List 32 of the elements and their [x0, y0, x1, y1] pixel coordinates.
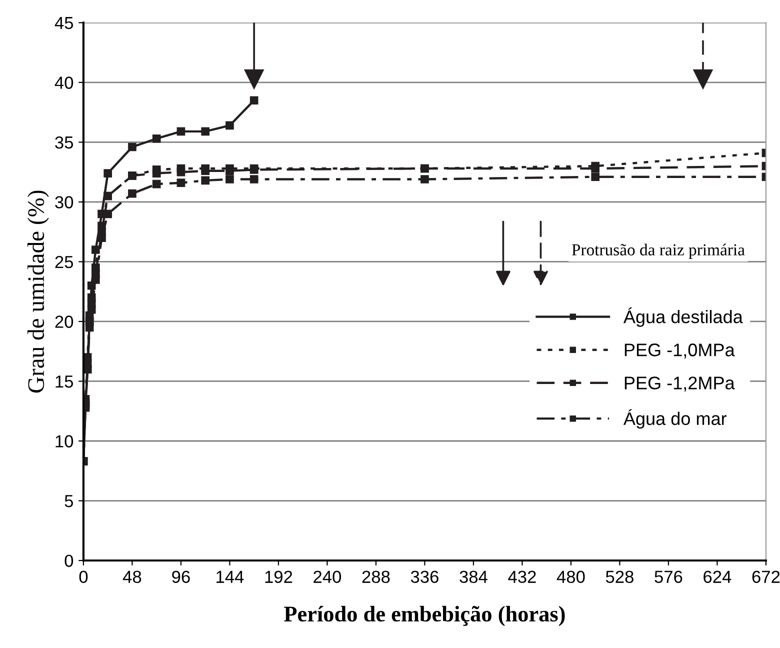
- annotation: Protrusão da raiz primária: [572, 244, 745, 259]
- legend-label: Água destilada: [623, 307, 743, 327]
- x-tick-label: 288: [362, 570, 390, 583]
- y-tick-label: 40: [54, 76, 74, 89]
- x-tick-label: 480: [556, 570, 585, 583]
- y-tick-label: 25: [55, 256, 74, 268]
- legend-label: Água do mar: [623, 409, 727, 429]
- x-tick-label: 48: [122, 570, 142, 583]
- y-tick-label: 45: [54, 17, 74, 30]
- y-tick-label: 30: [55, 196, 74, 208]
- x-axis-title: Período de embebição (horas): [284, 606, 565, 626]
- y-tick-label: 35: [55, 136, 74, 149]
- y-tick-label: 0: [64, 554, 74, 567]
- x-tick-label: 672: [752, 570, 780, 583]
- x-tick-label: 96: [172, 570, 190, 583]
- y-tick-label: 20: [55, 316, 74, 328]
- x-tick-label: 240: [314, 570, 342, 583]
- x-tick-label: 624: [704, 570, 732, 583]
- x-tick-label: 576: [654, 570, 682, 583]
- legend-label: PEG -1,0MPa: [624, 344, 735, 358]
- x-tick-label: 528: [606, 570, 634, 583]
- y-tick-label: 10: [56, 435, 74, 448]
- y-axis-title: Grau de umidade (%): [27, 190, 49, 393]
- y-tick-label: 15: [56, 376, 74, 388]
- x-tick-label: 0: [79, 570, 88, 583]
- y-tick-label: 5: [64, 495, 74, 508]
- x-tick-label: 336: [410, 570, 438, 583]
- x-tick-label: 192: [265, 570, 292, 583]
- legend-label: PEG -1,2MPa: [624, 376, 735, 392]
- x-tick-label: 432: [508, 570, 536, 583]
- x-tick-label: 384: [460, 570, 488, 583]
- x-tick-label: 144: [216, 570, 244, 583]
